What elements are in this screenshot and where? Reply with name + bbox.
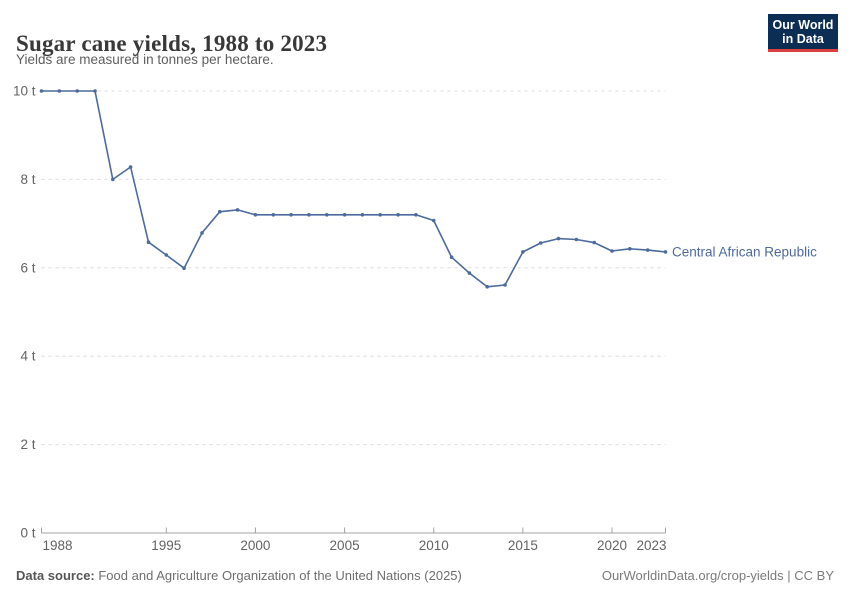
x-tick-label: 2015: [508, 538, 538, 553]
data-point: [574, 237, 579, 242]
data-point: [218, 209, 222, 214]
data-point: [128, 165, 133, 169]
owid-logo-line1: Our World: [772, 17, 834, 32]
data-point: [645, 248, 650, 252]
data-point: [146, 240, 151, 244]
data-point: [271, 213, 276, 217]
data-point: [307, 213, 311, 217]
data-point: [200, 231, 204, 235]
data-point: [592, 240, 596, 245]
chart-title: Sugar cane yields, 1988 to 2023: [16, 31, 328, 57]
series-label: Central African Republic: [672, 244, 817, 259]
data-point: [378, 213, 383, 217]
data-point: [182, 266, 186, 271]
chart-footer: Data source: Food and Agriculture Organi…: [16, 568, 834, 583]
y-tick-label: 10 t: [13, 84, 36, 99]
data-point: [449, 255, 454, 259]
data-point: [503, 283, 507, 287]
x-tick-label: 2005: [330, 538, 360, 553]
data-point: [538, 241, 543, 245]
x-tick-label: 2023: [636, 538, 666, 553]
data-point: [431, 218, 436, 223]
data-point: [396, 213, 400, 217]
series-line: [40, 90, 667, 288]
data-point: [360, 213, 365, 217]
data-point: [93, 89, 97, 93]
owid-logo-line2: in Data: [782, 31, 824, 46]
data-source: Data source: Food and Agriculture Organi…: [16, 568, 462, 583]
data-point: [164, 253, 169, 257]
data-point: [75, 89, 79, 93]
data-source-label: Data source:: [16, 568, 95, 583]
y-tick-label: 4 t: [20, 349, 35, 364]
data-point: [414, 213, 418, 217]
data-point: [289, 213, 293, 217]
data-point: [342, 213, 347, 217]
y-tick-label: 2 t: [20, 437, 35, 452]
data-point: [467, 271, 472, 275]
x-tick-label: 2010: [419, 538, 449, 553]
owid-logo: Our World in Data: [768, 14, 838, 52]
data-point: [628, 247, 632, 251]
data-point: [610, 249, 614, 253]
x-tick-label: 1995: [151, 538, 181, 553]
y-tick-label: 0 t: [20, 526, 35, 541]
y-tick-label: 8 t: [20, 172, 35, 187]
y-tick-label: 6 t: [20, 260, 35, 275]
data-point: [556, 236, 561, 241]
chart-subtitle: Yields are measured in tonnes per hectar…: [16, 52, 274, 67]
data-point: [111, 177, 115, 182]
data-point: [235, 208, 240, 212]
x-tick-label: 2000: [240, 538, 270, 553]
data-point: [663, 250, 668, 254]
data-point: [39, 89, 44, 93]
data-source-text: Food and Agriculture Organization of the…: [94, 568, 462, 583]
license-note: OurWorldinData.org/crop-yields | CC BY: [601, 568, 834, 583]
data-point: [325, 213, 329, 217]
data-point: [485, 285, 490, 289]
x-tick-label: 1988: [43, 538, 73, 553]
x-tick-label: 2020: [597, 538, 627, 553]
data-point: [253, 213, 258, 217]
data-point: [521, 250, 525, 254]
data-point: [57, 89, 62, 93]
